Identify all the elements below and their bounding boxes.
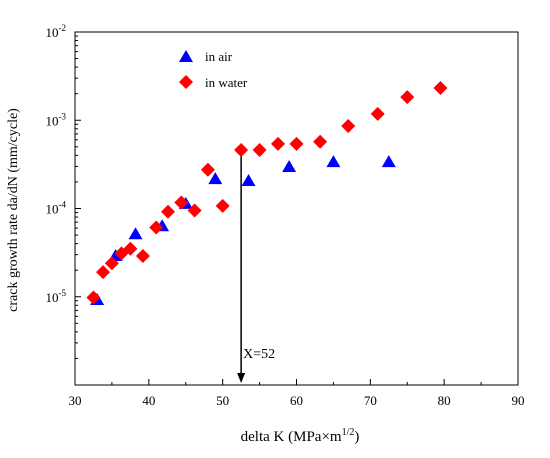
point-in-water-11: [215, 198, 230, 213]
point-in-water-17: [341, 119, 356, 134]
x-tick-label-70: 70: [364, 393, 377, 408]
point-in-water-20: [433, 80, 448, 95]
point-in-water-9: [187, 203, 202, 218]
x-axis-label-main: delta K (MPa×m: [241, 429, 342, 445]
point-in-water-8: [174, 195, 189, 210]
point-in-water-4: [123, 241, 138, 256]
point-in-water-15: [289, 136, 304, 151]
y-tick-label-3: 10-2: [46, 23, 67, 40]
axis-ticks: 30 40 50 60 70 80 90 10-5 10-4 10-3 10-2: [46, 23, 525, 408]
y-axis-label: crack growth rate da/dN (mm/cycle): [6, 108, 21, 312]
x-tick-label-80: 80: [438, 393, 451, 408]
point-in-air-6: [241, 173, 256, 186]
y-tick-label-1: 10-4: [46, 200, 67, 217]
x-tick-label-30: 30: [69, 393, 82, 408]
x-tick-label-50: 50: [216, 393, 229, 408]
legend-marker-in-water: [179, 75, 193, 89]
point-in-air-5: [208, 172, 223, 185]
point-in-air-8: [326, 155, 341, 168]
point-in-water-13: [252, 143, 267, 158]
point-in-water-10: [200, 162, 215, 177]
annotation-arrow-head: [237, 373, 246, 383]
point-in-water-19: [400, 90, 415, 105]
legend-label-in-air: in air: [205, 49, 233, 64]
x-axis-label-tail: ): [354, 429, 359, 445]
x-tick-label-90: 90: [512, 393, 525, 408]
legend-label-in-water: in water: [205, 75, 248, 90]
y-tick-label-2: 10-3: [46, 111, 67, 128]
y-tick-label-0: 10-5: [46, 288, 67, 305]
point-in-air-7: [282, 160, 297, 173]
point-in-water-14: [271, 136, 286, 151]
point-in-water-7: [161, 204, 176, 219]
legend-marker-in-air: [179, 50, 193, 62]
point-in-water-5: [135, 248, 150, 263]
annotations: X=52: [237, 150, 275, 383]
x-tick-label-60: 60: [290, 393, 303, 408]
point-in-water-18: [370, 106, 385, 121]
point-in-water-2: [104, 256, 119, 271]
point-in-water-16: [313, 134, 328, 149]
point-in-water-0: [86, 290, 101, 305]
plot-frame: [74, 31, 519, 386]
x-tick-label-40: 40: [142, 393, 155, 408]
x-axis-label: delta K (MPa×m1/2): [241, 427, 360, 445]
point-in-air-9: [381, 155, 396, 168]
point-in-water-12: [234, 143, 249, 158]
x-axis-label-superscript: 1/2: [342, 427, 355, 438]
point-in-water-6: [149, 220, 164, 235]
data-points: [86, 80, 448, 305]
point-in-water-1: [96, 265, 111, 280]
legend: in air in water: [179, 49, 248, 90]
annotation-label: X=52: [243, 347, 275, 362]
point-in-air-2: [128, 227, 143, 240]
